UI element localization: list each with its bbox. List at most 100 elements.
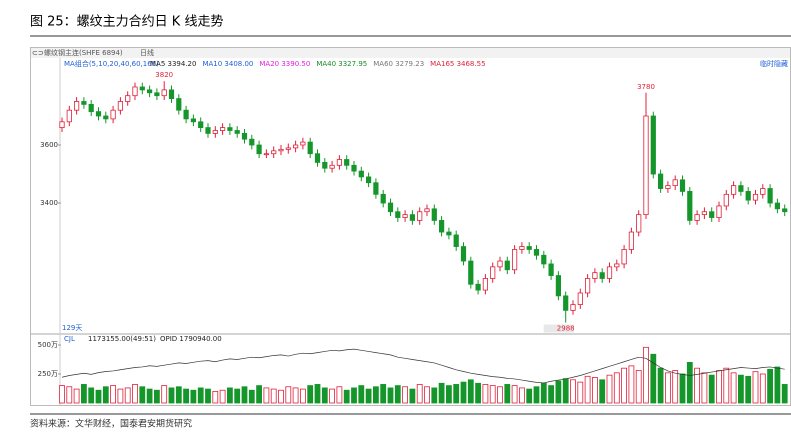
- candle-body: [344, 159, 350, 166]
- volume-bar: [263, 387, 270, 404]
- volume-bar: [365, 388, 372, 404]
- candle-body: [241, 132, 248, 140]
- volume-bar: [526, 388, 533, 404]
- candle-body: [701, 211, 708, 216]
- candle-body: [716, 205, 722, 218]
- candle-body: [504, 260, 510, 271]
- volume-bar: [81, 384, 87, 404]
- candle-body: [752, 193, 759, 201]
- candle-body: [205, 127, 211, 134]
- candle-body: [767, 188, 773, 204]
- volume-bar: [124, 387, 131, 404]
- volume-bar: [59, 385, 65, 404]
- oi-label: OPID 1790940.00: [160, 335, 222, 343]
- volume-bar: [343, 389, 350, 404]
- volume-bar: [482, 384, 489, 404]
- volume-bar: [752, 371, 759, 404]
- volume-bar: [497, 386, 503, 404]
- candle-body: [314, 153, 321, 163]
- candle-body: [81, 101, 87, 105]
- volume-bar: [774, 366, 781, 404]
- volume-bar: [285, 386, 292, 404]
- candle-body: [74, 101, 80, 111]
- y-tick-label: 250万: [38, 370, 58, 378]
- candle-body: [614, 263, 620, 268]
- candle-body: [59, 121, 65, 128]
- volume-bar: [88, 387, 95, 404]
- candle-body: [387, 202, 394, 213]
- candle-body: [373, 182, 379, 195]
- oi-line: [61, 348, 785, 384]
- volume-bar: [299, 388, 306, 404]
- candle-body: [176, 98, 182, 111]
- volume-bar: [234, 388, 241, 404]
- volume-bar: [555, 380, 562, 404]
- candle-body: [402, 214, 408, 218]
- volume-bar: [95, 389, 102, 404]
- volume-bar: [409, 388, 416, 404]
- volume-bar: [139, 386, 146, 404]
- candle-body: [687, 191, 693, 221]
- volume-bar: [467, 379, 474, 404]
- candle-body: [438, 220, 445, 233]
- volume-bar: [606, 374, 613, 404]
- annotation: 3820: [155, 71, 173, 79]
- candle-body: [292, 144, 299, 149]
- volume-bar: [781, 384, 788, 404]
- volume-bar: [190, 389, 197, 404]
- volume-bar: [110, 385, 116, 404]
- candle-body: [256, 144, 262, 155]
- volume-bar: [219, 389, 226, 404]
- volume-bar: [453, 384, 460, 404]
- candle-body: [103, 115, 109, 120]
- volume-bar: [628, 365, 635, 404]
- volume-bar: [540, 382, 547, 404]
- volume-label: CJL: [64, 335, 75, 343]
- volume-bar: [650, 353, 657, 404]
- candle-body: [358, 170, 364, 178]
- volume-bar: [387, 387, 394, 404]
- volume-bar: [708, 374, 715, 404]
- candle-body: [599, 272, 605, 279]
- ma-label: MA10 3408.00: [202, 60, 253, 68]
- volume-bar: [548, 385, 554, 404]
- volume-bar: [613, 372, 620, 404]
- volume-bar: [248, 389, 255, 404]
- volume-bar: [621, 367, 627, 404]
- ma-title: MA组合(5,10,20,40,60,165): [64, 59, 159, 68]
- volume-bar: [168, 387, 175, 404]
- candle-body: [431, 208, 437, 221]
- volume-bar: [278, 389, 284, 404]
- candle-body: [460, 246, 467, 262]
- volume-bar: [738, 374, 744, 404]
- volume-bar: [577, 381, 584, 404]
- volume-bar: [460, 381, 467, 404]
- volume-bar: [592, 377, 598, 404]
- candle-body: [139, 86, 145, 91]
- volume-bar: [584, 375, 591, 404]
- candle-body: [95, 111, 102, 117]
- chart-frame: [30, 47, 791, 406]
- candle-body: [533, 249, 540, 256]
- candle-body: [424, 208, 430, 213]
- candle-body: [234, 130, 240, 134]
- candle-body: [519, 246, 525, 250]
- ma-label: MA40 3327.95: [316, 60, 367, 68]
- ma-label: MA5 3394.20: [150, 60, 196, 68]
- candle-body: [219, 127, 226, 131]
- y-tick-label: 3400: [40, 199, 58, 207]
- candle-body: [643, 115, 649, 216]
- candle-body: [731, 185, 737, 195]
- volume-bar: [672, 370, 679, 404]
- icon: ⊂⊃: [32, 49, 44, 57]
- candle-body: [512, 249, 518, 271]
- volume-bar: [445, 385, 452, 404]
- candle-body: [132, 86, 138, 97]
- candle-body: [395, 211, 401, 218]
- annotation-box: [543, 324, 574, 333]
- candle-body: [490, 266, 496, 279]
- candle-body: [526, 246, 532, 250]
- volume-bar: [694, 367, 700, 404]
- candle-body: [322, 162, 328, 169]
